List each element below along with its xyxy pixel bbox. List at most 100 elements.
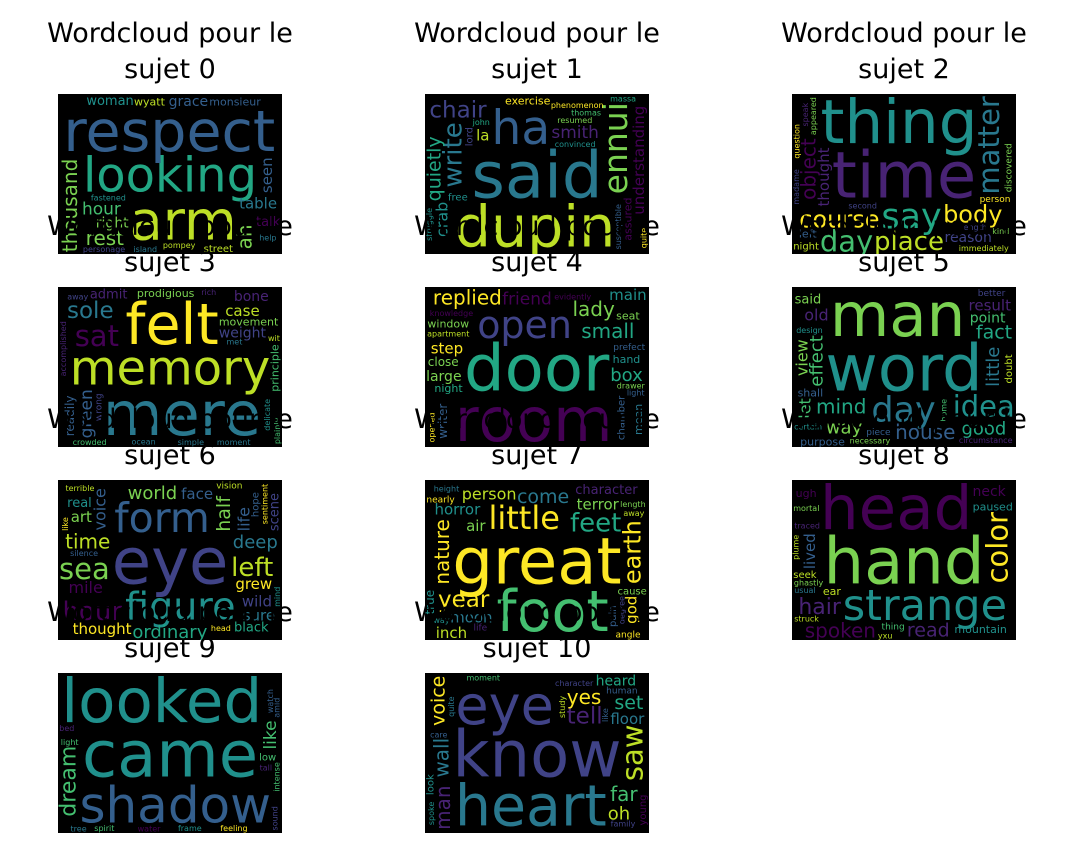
wordcloud-word: sure xyxy=(243,607,275,625)
wordcloud-word: night xyxy=(793,242,819,253)
wordcloud-word: fastened xyxy=(91,193,126,202)
wordcloud-word: spoke xyxy=(427,802,436,825)
wordcloud-word: sentiment xyxy=(261,484,270,524)
wordcloud-word: matter xyxy=(972,96,1006,195)
wordcloud-word: moment xyxy=(217,438,251,447)
wordcloud-word: year xyxy=(438,587,490,613)
wordcloud-word: looked xyxy=(61,666,262,737)
wordcloud-word: said xyxy=(795,293,822,308)
panel-title-line: Wordcloud pour le xyxy=(414,597,660,628)
wordcloud-word: convinced xyxy=(555,140,596,149)
wordcloud-word: great xyxy=(452,526,621,600)
panel-title-line: Wordcloud pour le xyxy=(47,18,293,49)
wordcloud-word: color xyxy=(980,512,1014,583)
wordcloud-word: bone xyxy=(234,289,269,305)
panel-title-line: sujet 9 xyxy=(124,633,216,664)
wordcloud-word: small xyxy=(581,319,634,343)
wordcloud-word: world xyxy=(128,483,178,504)
wordcloud-word: traced xyxy=(794,522,820,531)
wordcloud-word: street xyxy=(204,244,233,255)
wordcloud-word: true xyxy=(423,590,437,615)
panel-title-line: Wordcloud pour le xyxy=(781,211,1027,242)
wordcloud-word: voice xyxy=(90,488,109,530)
wordcloud-word: shadow xyxy=(79,777,271,835)
wordcloud-word: ah xyxy=(233,224,257,249)
wordcloud-word: thing xyxy=(882,623,905,633)
wordcloud-word: close xyxy=(428,355,459,369)
wordcloud-word: thought xyxy=(73,620,132,638)
wordcloud-word: left xyxy=(231,553,273,583)
wordcloud-word: dream xyxy=(57,746,82,817)
wordcloud-word: floor xyxy=(610,710,645,728)
wordcloud-word: personage xyxy=(83,245,125,254)
wordcloud-word: doubt xyxy=(1004,354,1015,383)
wordcloud-word: man xyxy=(431,785,455,829)
wordcloud-word: open xyxy=(477,303,572,347)
wordcloud-word: quite xyxy=(640,228,649,249)
wordcloud-word: second xyxy=(848,202,877,211)
panel-title-line: Wordcloud pour le xyxy=(781,18,1027,49)
wordcloud-word: half xyxy=(213,495,235,532)
wordcloud-word: mean xyxy=(632,404,645,435)
wordcloud-word: ear xyxy=(823,585,842,598)
panel-title-line: sujet 8 xyxy=(858,440,950,471)
wordcloud-word: question xyxy=(793,124,802,159)
wordcloud-word: word xyxy=(825,333,982,407)
wordcloud-word: black xyxy=(234,620,269,635)
wordcloud-word: drawer xyxy=(617,382,646,391)
wordcloud-word: watch xyxy=(266,689,275,713)
wordcloud-word: ha xyxy=(492,101,551,156)
wordcloud-word: sole xyxy=(67,298,114,324)
wordcloud-word: case xyxy=(225,302,259,320)
wordcloud-word: height xyxy=(434,485,460,494)
wordcloud-word: grace xyxy=(169,94,209,110)
wordcloud-word: ordinary xyxy=(132,622,207,643)
wordcloud-word: frame xyxy=(178,824,202,833)
wordcloud-word: understanding xyxy=(630,106,648,215)
wordcloud-word: lived xyxy=(801,533,819,569)
wordcloud-word: yes xyxy=(567,685,602,709)
wordcloud-word: came xyxy=(82,719,258,793)
wordcloud-word: day xyxy=(871,390,935,430)
wordcloud-word: phenomenon xyxy=(551,101,604,110)
wordcloud-word: mere xyxy=(103,379,261,450)
wordcloud-word: come xyxy=(517,486,569,508)
wordcloud-background xyxy=(58,673,282,833)
wordcloud-word: arm xyxy=(130,189,237,252)
wordcloud-word: wyatt xyxy=(134,95,166,108)
wordcloud-word: door xyxy=(464,333,610,407)
panel-title-line: sujet 0 xyxy=(124,54,216,85)
wordcloud-word: night xyxy=(434,382,463,395)
wordcloud-word: box xyxy=(610,365,643,386)
panel-title-line: sujet 4 xyxy=(491,247,583,278)
wordcloud-word: talk xyxy=(256,215,281,230)
panel-title-line: sujet 3 xyxy=(124,247,216,278)
wordcloud-word: better xyxy=(978,289,1006,299)
wordcloud-word: good xyxy=(961,419,1006,440)
wordcloud-word: mile xyxy=(69,578,103,597)
wordcloud-word: air xyxy=(466,517,486,535)
wordcloud-word: life xyxy=(473,624,487,634)
wordcloud-word: nature xyxy=(430,519,454,585)
wordcloud-word: readily xyxy=(63,395,77,436)
wordcloud-word: ocean xyxy=(131,438,155,447)
wordcloud-word: rest xyxy=(86,226,125,250)
wordcloud-word: purpose xyxy=(800,436,845,449)
wordcloud-word: room xyxy=(455,385,613,456)
wordcloud-word: time xyxy=(65,530,110,554)
wordcloud-word: writer xyxy=(436,404,450,439)
wordcloud-word: discovered xyxy=(1004,143,1014,192)
panel-title-line: Wordcloud pour le xyxy=(47,211,293,242)
wordcloud-word: little xyxy=(983,347,1004,387)
wordcloud-background xyxy=(58,94,282,254)
wordcloud-word: read xyxy=(907,620,950,642)
wordcloud-word: prefect xyxy=(613,343,645,353)
wordcloud-word: assured xyxy=(621,197,634,240)
wordcloud-word: rich xyxy=(201,288,216,297)
wordcloud-background xyxy=(425,673,649,833)
wordcloud-word: free xyxy=(448,192,468,203)
